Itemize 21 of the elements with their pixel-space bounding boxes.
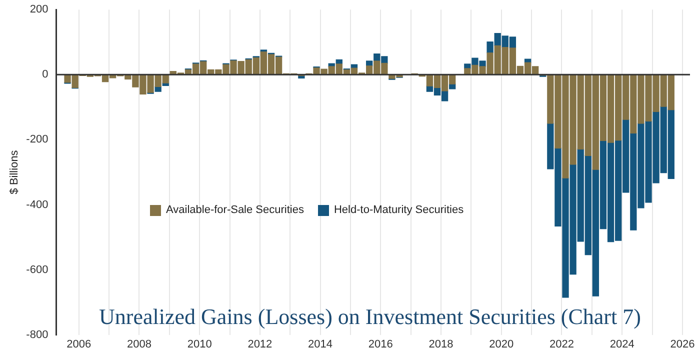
x-tick-label: 2006: [66, 338, 92, 350]
y-tick-label: -800: [26, 328, 48, 341]
x-tick-label: 2024: [610, 338, 634, 350]
y-tick-label: 0: [42, 68, 48, 81]
x-tick-label: 2012: [248, 338, 272, 350]
x-tick-label: 2016: [368, 338, 393, 350]
y-tick-label: -400: [26, 198, 48, 211]
legend-label: Available-for-Sale Securities: [166, 204, 304, 216]
y-tick-label: 200: [30, 4, 48, 16]
y-axis-title: $ Billions: [8, 150, 21, 194]
y-tick-label: -600: [26, 264, 48, 276]
x-tick-label: 2010: [187, 338, 212, 350]
y-tick-label: -200: [26, 134, 48, 146]
x-tick-label: 2014: [308, 338, 333, 350]
text: Unrealized Gains (Losses) on Investment Securities (Chart 7): [98, 304, 642, 330]
legend-label: Held-to-Maturity Securities: [334, 204, 464, 216]
x-tick-label: 2020: [489, 338, 514, 350]
x-tick-label: 2008: [126, 338, 152, 350]
x-tick-label: 2022: [549, 338, 574, 350]
x-tick-label: 2018: [428, 338, 454, 350]
x-tick-label: 2026: [670, 338, 695, 350]
